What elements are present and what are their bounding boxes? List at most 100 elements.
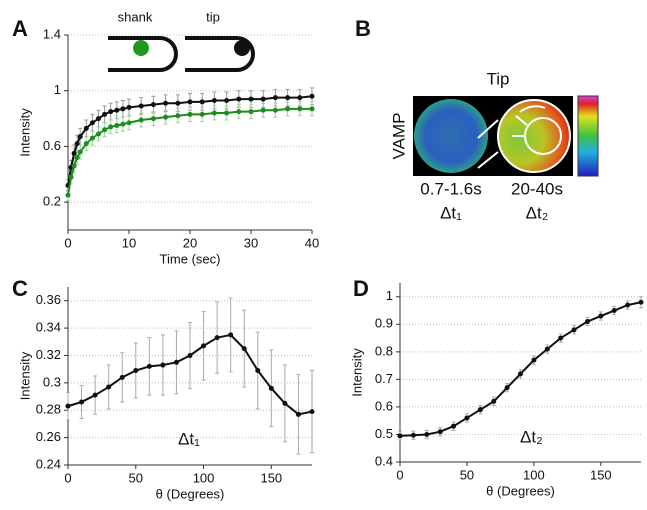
data-point	[255, 368, 261, 374]
y-tick-label: 0.2	[43, 194, 61, 209]
y-tick-label: 0.4	[375, 453, 393, 468]
data-point	[126, 104, 132, 110]
data-point	[150, 102, 156, 108]
data-point	[236, 109, 242, 115]
colorbar	[577, 95, 599, 177]
data-point	[187, 352, 193, 358]
data-point	[297, 95, 303, 101]
image-ylabel: VAMP	[389, 113, 408, 160]
y-tick-label: 0.9	[375, 316, 393, 331]
y-tick-label: 0.32	[36, 347, 61, 362]
data-point	[175, 113, 181, 119]
data-point	[146, 363, 152, 369]
data-point	[96, 116, 101, 122]
panel-letter: B	[355, 16, 371, 41]
vamp-early	[414, 99, 488, 173]
data-point	[451, 423, 457, 429]
data-point	[211, 97, 217, 103]
data-point	[83, 141, 89, 147]
data-point	[518, 371, 523, 377]
data-point	[138, 103, 144, 109]
annotation: shank	[118, 9, 153, 24]
data-point	[491, 398, 497, 404]
data-point	[71, 150, 77, 156]
axes	[399, 283, 641, 463]
data-point	[173, 359, 179, 365]
x-tick-label: 40	[305, 235, 319, 250]
x-tick-label: 150	[260, 470, 282, 485]
x-tick-label: 0	[64, 235, 71, 250]
data-point	[272, 95, 278, 101]
tip-marker	[234, 40, 250, 56]
data-point	[236, 96, 242, 102]
data-point	[92, 392, 98, 398]
data-point	[77, 134, 83, 140]
inset-cells	[108, 36, 255, 72]
y-axis-label: Intensity	[17, 108, 32, 157]
data-point	[120, 106, 126, 112]
y-tick-label: 0.6	[43, 138, 61, 153]
data-point	[544, 346, 550, 352]
data-point	[108, 124, 114, 130]
data-point	[558, 335, 564, 341]
data-point	[285, 106, 291, 112]
x-tick-label: 50	[129, 470, 143, 485]
data-point	[89, 135, 95, 141]
data-point	[126, 120, 132, 126]
y-tick-label: 1	[54, 82, 61, 97]
data-point	[102, 111, 108, 117]
y-tick-label: 0.34	[36, 320, 61, 335]
data-point	[214, 335, 220, 341]
x-tick-label: 0	[64, 470, 71, 485]
data-point	[504, 385, 510, 391]
data-point	[397, 433, 403, 439]
y-tick-label: 0.6	[375, 398, 393, 413]
roi-arrows	[477, 105, 546, 169]
y-tick-label: 0.5	[375, 426, 393, 441]
y-axis-label: Intensity	[17, 351, 32, 400]
data-point	[260, 96, 266, 102]
image-title: Tip	[487, 69, 510, 88]
x-tick-label: 30	[244, 235, 258, 250]
data-point	[285, 95, 291, 101]
data-point	[119, 374, 125, 380]
panel-letter: A	[12, 16, 28, 41]
data-point	[163, 114, 169, 120]
x-tick-label: 20	[183, 235, 197, 250]
data-point	[598, 313, 604, 319]
x-tick-label: 150	[590, 467, 612, 482]
x-tick-label: 10	[122, 235, 136, 250]
data-point	[297, 106, 303, 112]
shank-marker	[133, 40, 149, 56]
x-tick-label: 0	[396, 467, 403, 482]
y-tick-label: 0.28	[36, 402, 61, 417]
data-point	[71, 163, 77, 169]
data-point	[571, 327, 577, 333]
data-point	[201, 343, 207, 349]
annotation: Δt₁	[178, 429, 200, 448]
data-point	[531, 357, 537, 363]
y-tick-label: 0.7	[375, 371, 393, 386]
series-line	[67, 107, 312, 196]
data-point	[106, 384, 112, 390]
data-point	[133, 368, 139, 374]
data-point	[248, 109, 254, 115]
image-label: Δt₁	[440, 203, 462, 222]
data-point	[410, 432, 416, 438]
x-tick-label: 50	[460, 467, 474, 482]
data-point	[309, 106, 315, 112]
data-point	[114, 107, 120, 113]
data-point	[79, 399, 85, 405]
annotation: Δt₂	[520, 427, 543, 446]
annotation: tip	[206, 9, 220, 24]
y-tick-label: 1	[386, 288, 393, 303]
data-point	[108, 109, 114, 115]
y-tick-label: 0.26	[36, 429, 61, 444]
data-point	[437, 429, 443, 435]
axes	[67, 35, 312, 231]
y-tick-label: 0.36	[36, 292, 61, 307]
data-point	[199, 99, 205, 105]
vamp-late	[497, 99, 571, 173]
data-point	[272, 107, 278, 113]
